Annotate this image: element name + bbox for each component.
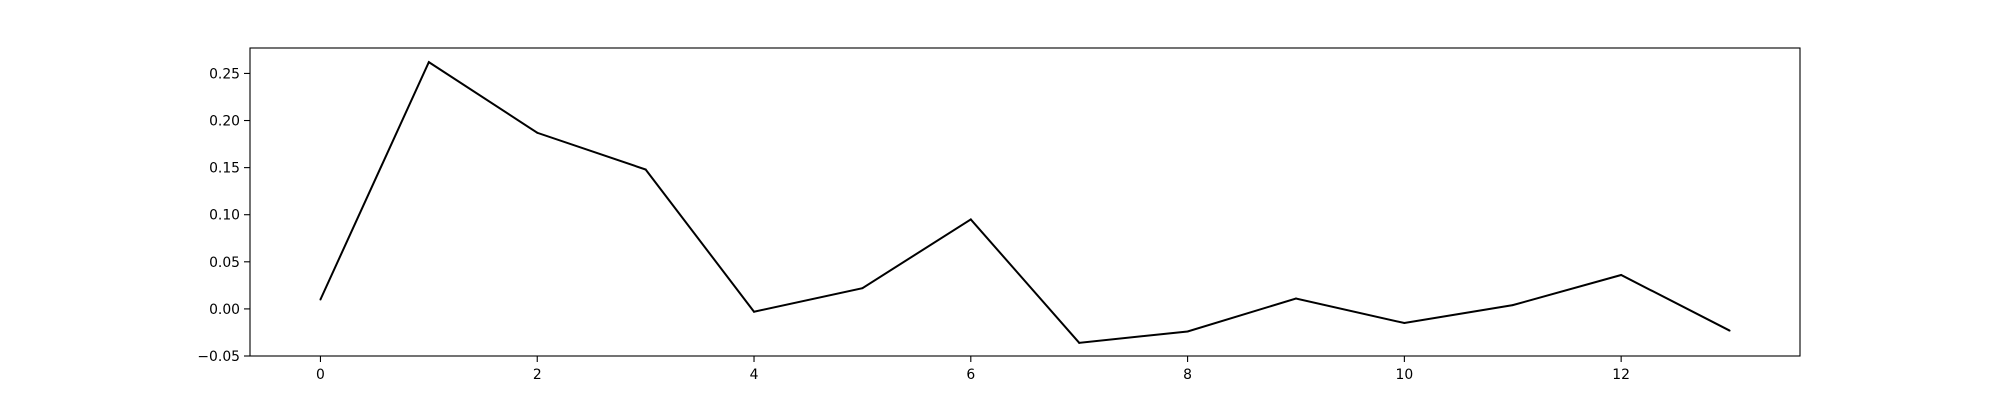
- y-tick-label: 0.00: [209, 302, 240, 318]
- plot-frame: [249, 47, 1801, 357]
- plot-area: [250, 48, 1800, 356]
- x-tick-label: 6: [966, 367, 975, 383]
- x-tick-label: 12: [1612, 367, 1630, 383]
- y-tick-label: 0.20: [209, 114, 240, 130]
- x-tick-label: 8: [1183, 367, 1192, 383]
- data-point: [1294, 297, 1297, 300]
- series-line: [319, 60, 1731, 344]
- data-point: [753, 310, 756, 313]
- data-point: [969, 218, 972, 221]
- y-tick-label: 0.25: [209, 66, 240, 82]
- data-point: [861, 287, 864, 290]
- x-tick-label: 10: [1396, 367, 1414, 383]
- y-tick-label: 0.15: [209, 161, 240, 177]
- x-tick-label: 4: [750, 367, 759, 383]
- y-axis: −0.05 0.00 0.05 0.10 0.15 0.20 0.25: [197, 66, 250, 365]
- y-tick-label: −0.05: [197, 349, 240, 365]
- data-point: [644, 168, 647, 171]
- y-tick-label: 0.05: [209, 255, 240, 271]
- data-point: [1620, 273, 1623, 276]
- series-layer: [319, 60, 1731, 344]
- data-point: [1511, 304, 1514, 307]
- y-tick-label: 0.10: [209, 208, 240, 224]
- data-point: [427, 61, 430, 64]
- data-point: [1186, 330, 1189, 333]
- x-axis: 0 2 4 6 8 10 12: [316, 356, 1630, 383]
- data-point: [1078, 341, 1081, 344]
- x-tick-label: 2: [533, 367, 542, 383]
- data-point: [536, 131, 539, 134]
- x-tick-label: 0: [316, 367, 325, 383]
- data-point: [1728, 329, 1731, 332]
- data-point: [319, 298, 322, 301]
- data-point: [1403, 322, 1406, 325]
